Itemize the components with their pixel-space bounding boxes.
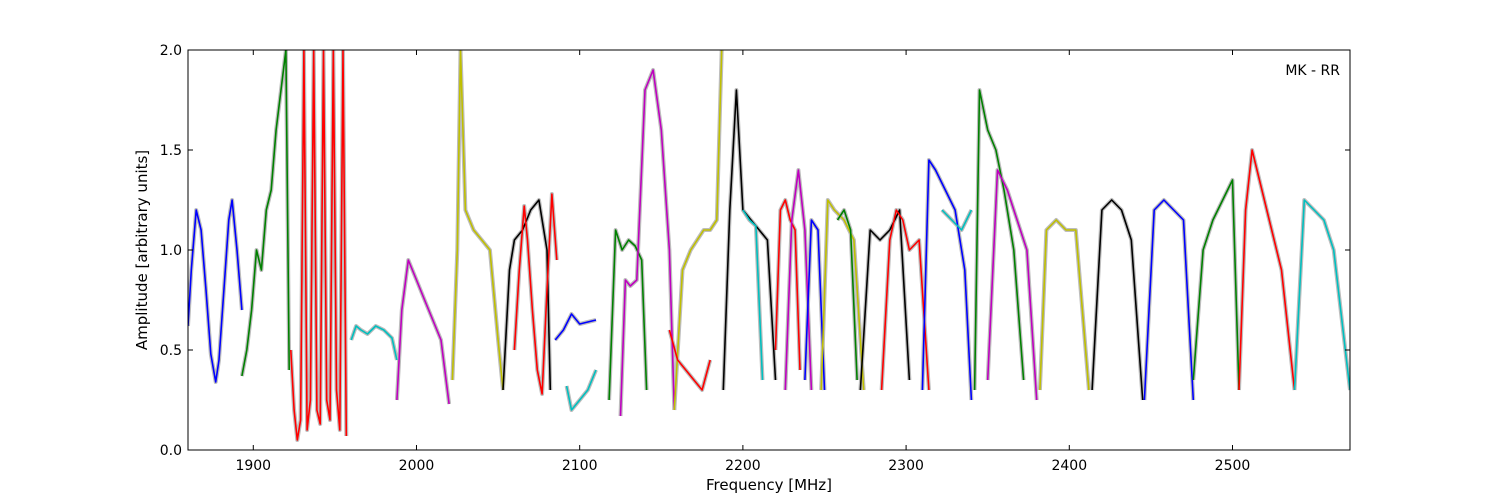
x-tick-label: 1900: [235, 458, 271, 474]
series-layer: [188, 50, 1350, 441]
y-tick-label: 2.0: [160, 43, 182, 59]
series-line: [619, 69, 676, 417]
series-line: [742, 209, 764, 381]
series-line: [451, 50, 504, 391]
series-line: [668, 329, 711, 391]
series-line: [836, 209, 858, 381]
series-line: [608, 229, 648, 401]
y-tick-label: 0.5: [160, 343, 182, 359]
series-line: [290, 50, 348, 441]
plot-annotation: MK - RR: [1285, 63, 1340, 79]
plot-area: [187, 49, 1351, 451]
series-line: [784, 169, 813, 391]
y-tick-label: 1.5: [160, 143, 182, 159]
series-line: [941, 209, 973, 231]
x-tick-label: 2000: [399, 458, 435, 474]
series-line: [554, 313, 597, 341]
series-line: [1192, 179, 1240, 391]
series-line: [1143, 199, 1195, 401]
series-line: [1039, 219, 1090, 391]
x-axis-title: Frequency [MHz]: [706, 476, 832, 494]
series-line: [673, 50, 723, 411]
series-line: [973, 89, 1025, 391]
series-line: [986, 169, 1038, 401]
series-line: [921, 159, 973, 401]
series-line: [396, 259, 450, 405]
x-tick-label: 2400: [1051, 458, 1087, 474]
y-tick-label: 0.0: [160, 443, 182, 459]
y-axis: 0.0 0.5 1.0 1.5 2.0: [160, 43, 1350, 459]
series-line: [880, 209, 930, 391]
series-line: [188, 199, 243, 383]
x-axis: 1900 2000 2100 2200 2300 2400 2500: [235, 50, 1250, 474]
series-line: [502, 199, 552, 391]
series-line: [513, 193, 558, 395]
series-line: [859, 209, 911, 391]
y-tick-label: 1.0: [160, 243, 182, 259]
x-tick-label: 2200: [725, 458, 761, 474]
series-line: [804, 219, 826, 391]
series-line: [1091, 199, 1144, 401]
series-line: [820, 199, 865, 391]
series-line: [565, 369, 597, 411]
x-tick-label: 2300: [888, 458, 924, 474]
series-line: [774, 199, 801, 371]
series-line: [1293, 199, 1350, 391]
series-line: [1238, 149, 1296, 391]
x-tick-label: 2500: [1215, 458, 1251, 474]
series-line: [350, 325, 398, 361]
y-axis-title: Amplitude [arbitrary units]: [133, 150, 151, 350]
x-tick-label: 2100: [562, 458, 598, 474]
series-line: [241, 50, 290, 377]
